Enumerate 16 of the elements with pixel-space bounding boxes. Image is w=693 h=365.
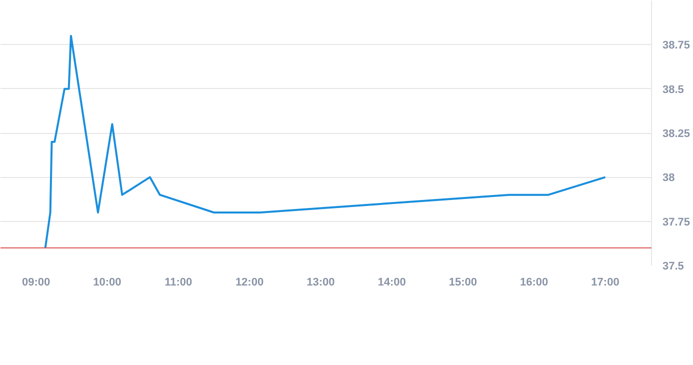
x-tick-label: 09:00	[22, 276, 50, 288]
x-tick-label: 10:00	[93, 276, 122, 288]
x-tick-label: 14:00	[378, 276, 406, 288]
x-tick-label: 13:00	[306, 276, 335, 288]
y-tick-label: 37.5	[662, 260, 684, 272]
x-tick-label: 16:00	[520, 276, 548, 288]
x-tick-label: 15:00	[448, 276, 478, 288]
y-tick-label: 38	[662, 172, 675, 184]
line-series	[44, 34, 606, 249]
x-tick-label: 11:00	[164, 276, 192, 288]
y-tick-label: 38.75	[662, 40, 690, 52]
y-tick-label: 38.5	[662, 84, 684, 96]
x-tick-label: 12:00	[235, 276, 264, 288]
x-tick-label: 17:00	[591, 276, 620, 288]
y-tick-label: 37.75	[662, 216, 690, 228]
y-tick-label: 38.25	[662, 128, 690, 140]
